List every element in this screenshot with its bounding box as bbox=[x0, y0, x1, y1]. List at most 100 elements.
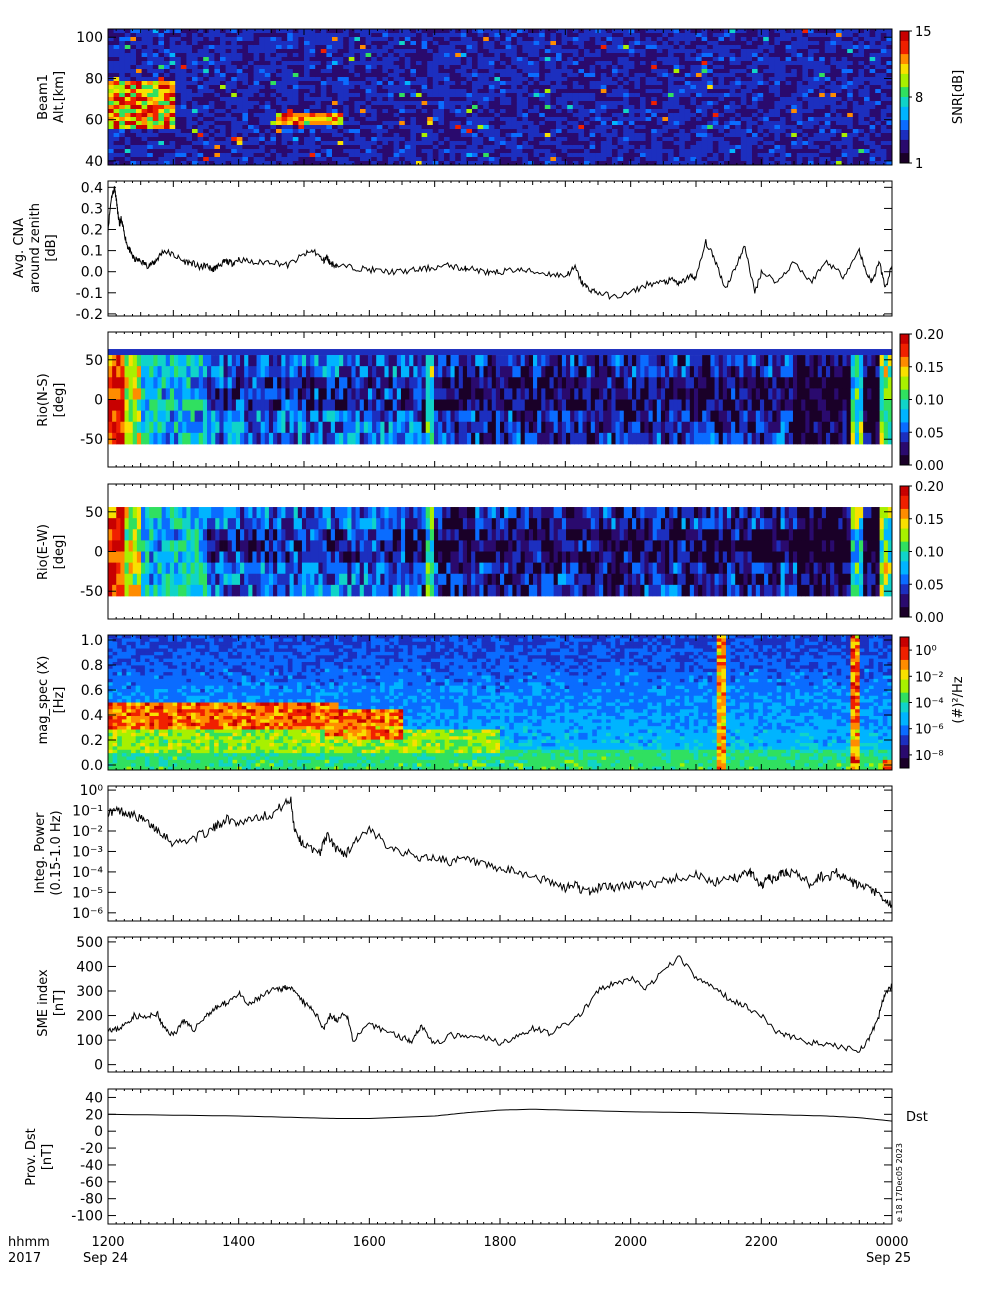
snr-cell bbox=[203, 61, 210, 66]
snr-cell bbox=[337, 77, 344, 82]
snr-cell bbox=[494, 61, 501, 66]
snr-cell bbox=[768, 33, 775, 38]
snr-cell bbox=[533, 41, 540, 46]
snr-cell bbox=[645, 61, 652, 66]
snr-cell bbox=[813, 145, 820, 150]
snr-cell bbox=[214, 77, 221, 82]
snr-cell bbox=[740, 41, 747, 46]
snr-cell bbox=[852, 41, 859, 46]
snr-cell bbox=[444, 53, 450, 58]
rio-cell bbox=[169, 388, 175, 400]
snr-cell bbox=[763, 117, 770, 122]
snr-cell bbox=[343, 109, 350, 114]
snr-cell bbox=[752, 85, 758, 90]
snr-cell bbox=[141, 85, 148, 90]
snr-cell bbox=[404, 37, 411, 42]
snr-cell bbox=[455, 133, 462, 138]
snr-cell bbox=[528, 37, 534, 42]
snr-cell bbox=[539, 145, 546, 150]
rio-cell bbox=[120, 355, 125, 367]
snr-cell bbox=[516, 133, 523, 138]
snr-cell bbox=[371, 37, 378, 42]
snr-cell bbox=[673, 117, 680, 122]
snr-cell bbox=[208, 41, 215, 46]
snr-cell bbox=[645, 117, 652, 122]
snr-cell bbox=[225, 65, 232, 70]
snr-cell bbox=[382, 65, 389, 70]
snr-cell bbox=[488, 45, 495, 50]
rio-cell bbox=[161, 388, 167, 400]
snr-cell bbox=[589, 109, 596, 114]
snr-cell bbox=[214, 69, 221, 74]
snr-cell bbox=[864, 133, 870, 138]
snr-cell bbox=[550, 129, 557, 134]
snr-cell bbox=[791, 69, 798, 74]
snr-cell bbox=[550, 117, 557, 122]
snr-cell bbox=[494, 41, 501, 46]
snr-cell bbox=[656, 57, 663, 62]
snr-cell bbox=[337, 61, 344, 66]
snr-cell bbox=[136, 37, 142, 42]
snr-cell bbox=[488, 85, 495, 90]
snr-cell bbox=[315, 77, 322, 82]
snr-cell bbox=[152, 49, 159, 54]
snr-cell bbox=[836, 157, 842, 162]
snr-cell bbox=[371, 77, 378, 82]
snr-cell bbox=[724, 69, 730, 74]
snr-cell bbox=[505, 77, 512, 82]
snr-cell bbox=[830, 53, 837, 58]
snr-cell bbox=[791, 137, 798, 142]
snr-cell bbox=[365, 93, 372, 98]
snr-cell bbox=[808, 145, 814, 150]
snr-cell bbox=[483, 69, 490, 74]
snr-cell bbox=[438, 45, 445, 50]
snr-cell bbox=[757, 29, 764, 34]
snr-cell bbox=[752, 97, 758, 102]
snr-cell bbox=[740, 113, 747, 118]
snr-cell bbox=[600, 65, 607, 70]
snr-cell bbox=[679, 105, 686, 110]
snr-cell bbox=[847, 145, 854, 150]
snr-cell bbox=[416, 105, 422, 110]
snr-cell bbox=[724, 121, 730, 126]
snr-cell bbox=[264, 93, 271, 98]
snr-cell bbox=[707, 161, 714, 166]
snr-cell bbox=[376, 85, 383, 90]
snr-cell bbox=[858, 157, 865, 162]
snr-cell bbox=[332, 49, 338, 54]
snr-cell bbox=[365, 73, 372, 78]
snr-cell bbox=[634, 89, 641, 94]
snr-cell bbox=[438, 89, 445, 94]
snr-cell bbox=[483, 141, 490, 146]
snr-cell bbox=[164, 137, 170, 142]
snr-cell bbox=[500, 73, 506, 78]
snr-cell bbox=[684, 141, 691, 146]
snr-cell bbox=[315, 141, 322, 146]
snr-cell bbox=[208, 137, 215, 142]
snr-cell bbox=[365, 153, 372, 158]
snr-cell bbox=[864, 145, 870, 150]
snr-cell bbox=[567, 29, 574, 34]
snr-cell bbox=[242, 101, 249, 106]
snr-cell bbox=[432, 133, 439, 138]
snr-cell bbox=[494, 65, 501, 70]
snr-cell bbox=[802, 57, 809, 62]
snr-cell bbox=[729, 129, 736, 134]
snr-cell bbox=[847, 29, 854, 34]
snr-cell bbox=[175, 145, 182, 150]
snr-cell bbox=[119, 113, 126, 118]
snr-cell bbox=[668, 109, 674, 114]
snr-cell bbox=[208, 157, 215, 162]
snr-cell bbox=[164, 53, 170, 58]
snr-cell bbox=[729, 37, 736, 42]
snr-cell bbox=[388, 161, 394, 166]
snr-cell bbox=[270, 69, 277, 74]
snr-cell bbox=[522, 45, 529, 50]
snr-cell bbox=[281, 113, 288, 118]
snr-cell bbox=[768, 41, 775, 46]
snr-cell bbox=[253, 73, 260, 78]
snr-cell bbox=[780, 85, 786, 90]
snr-cell bbox=[399, 141, 406, 146]
snr-cell bbox=[130, 69, 137, 74]
snr-cell bbox=[376, 157, 383, 162]
